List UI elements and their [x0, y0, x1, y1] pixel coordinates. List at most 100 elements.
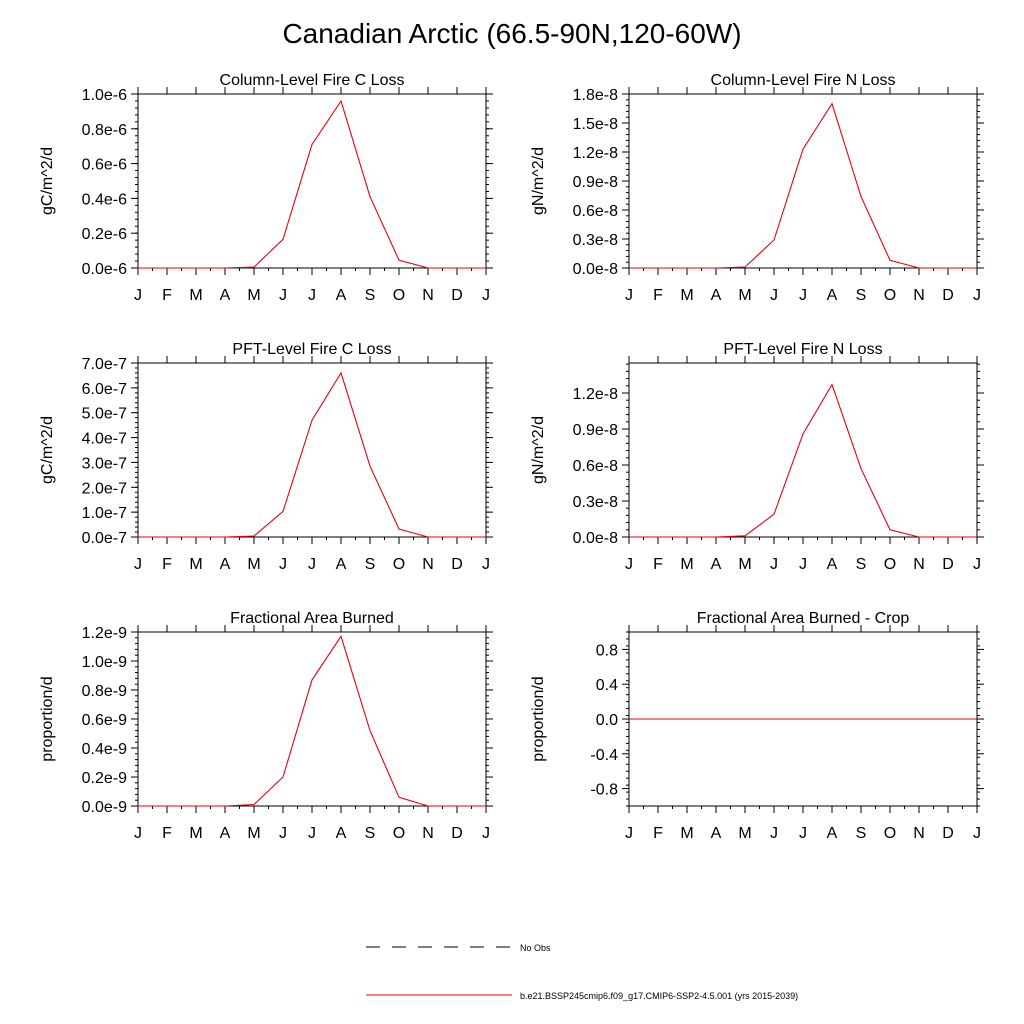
plot-frame [628, 362, 978, 538]
x-tick-label: D [451, 556, 463, 573]
x-tick-label: J [482, 287, 490, 304]
x-tick-label: F [162, 287, 172, 304]
y-tick-label: 0.0e-8 [573, 261, 618, 278]
y-axis-label: proportion/d [530, 676, 547, 761]
x-tick-label: F [162, 556, 172, 573]
x-tick-label: A [336, 825, 347, 842]
x-tick-label: A [711, 825, 722, 842]
y-tick-label: 1.8e-8 [573, 87, 618, 104]
y-axis-label: gN/m^2/d [530, 147, 547, 215]
plot-frame [137, 362, 487, 538]
x-tick-label: S [856, 556, 867, 573]
chart-title: PFT-Level Fire C Loss [232, 341, 391, 358]
plot-frame [628, 93, 978, 269]
series-line [138, 635, 486, 807]
y-tick-label: 0.4e-6 [82, 191, 127, 208]
y-tick-label: -0.8 [590, 782, 618, 799]
y-tick-label: -0.4 [590, 747, 618, 764]
x-tick-label: D [451, 287, 463, 304]
y-tick-label: 2.0e-7 [82, 480, 127, 497]
y-tick-label: 1.2e-8 [573, 145, 618, 162]
y-tick-label: 0.2e-9 [82, 770, 127, 787]
x-tick-label: J [799, 825, 807, 842]
x-tick-label: N [913, 825, 925, 842]
x-tick-label: M [247, 287, 260, 304]
x-tick-label: J [973, 825, 981, 842]
y-axis-label: gN/m^2/d [530, 416, 547, 484]
y-tick-label: 0.6e-8 [573, 203, 618, 220]
y-tick-label: 0.3e-8 [573, 494, 618, 511]
x-tick-label: M [189, 287, 202, 304]
x-tick-label: N [422, 287, 434, 304]
x-tick-label: A [827, 287, 838, 304]
x-tick-label: A [711, 556, 722, 573]
x-tick-label: F [162, 825, 172, 842]
x-tick-label: F [653, 287, 663, 304]
legend-model-label: b.e21.BSSP245cmip6.f09_g17.CMIP6-SSP2-4.… [520, 991, 798, 1001]
x-tick-label: N [913, 287, 925, 304]
y-tick-label: 0.0 [596, 712, 618, 729]
x-tick-label: M [738, 556, 751, 573]
x-tick-label: A [827, 825, 838, 842]
x-tick-label: A [336, 287, 347, 304]
y-tick-label: 0.0e-8 [573, 530, 618, 547]
chart-title: Column-Level Fire N Loss [711, 72, 896, 89]
y-tick-label: 4.0e-7 [82, 431, 127, 448]
y-tick-label: 7.0e-7 [82, 356, 127, 373]
page-title: Canadian Arctic (66.5-90N,120-60W) [282, 18, 742, 49]
x-tick-label: O [393, 287, 405, 304]
legend-obs-label: No Obs [520, 943, 551, 953]
x-tick-label: J [134, 287, 142, 304]
plot-frame [137, 631, 487, 807]
plot-frame [137, 93, 487, 269]
y-tick-label: 0.0e-7 [82, 530, 127, 547]
x-tick-label: S [365, 287, 376, 304]
chart-title: Fractional Area Burned [230, 610, 394, 627]
x-tick-label: J [279, 287, 287, 304]
series-line [138, 99, 486, 269]
x-tick-label: J [973, 556, 981, 573]
y-tick-label: 1.5e-8 [573, 116, 618, 133]
y-tick-label: 0.8e-6 [82, 122, 127, 139]
x-tick-label: M [189, 825, 202, 842]
y-tick-label: 0.4 [596, 677, 618, 694]
x-tick-label: A [336, 556, 347, 573]
x-tick-label: M [680, 287, 693, 304]
x-tick-label: J [625, 556, 633, 573]
x-tick-label: A [711, 287, 722, 304]
x-tick-label: M [738, 825, 751, 842]
y-tick-label: 0.4e-9 [82, 741, 127, 758]
x-tick-label: O [393, 825, 405, 842]
x-tick-label: F [653, 825, 663, 842]
x-tick-label: S [365, 825, 376, 842]
y-axis-label: proportion/d [39, 676, 56, 761]
y-tick-label: 5.0e-7 [82, 406, 127, 423]
y-axis-label: gC/m^2/d [39, 416, 56, 484]
y-tick-label: 1.0e-6 [82, 87, 127, 104]
y-tick-label: 0.0e-9 [82, 799, 127, 816]
x-tick-label: M [189, 556, 202, 573]
x-tick-label: J [279, 825, 287, 842]
y-tick-label: 0.3e-8 [573, 232, 618, 249]
x-tick-label: J [308, 287, 316, 304]
y-tick-label: 1.2e-9 [82, 625, 127, 642]
y-tick-label: 0.6e-8 [573, 458, 618, 475]
chart-title: Column-Level Fire C Loss [220, 72, 405, 89]
x-tick-label: J [799, 287, 807, 304]
x-tick-label: D [942, 556, 954, 573]
y-tick-label: 6.0e-7 [82, 381, 127, 398]
x-tick-label: A [827, 556, 838, 573]
x-tick-label: J [134, 556, 142, 573]
x-tick-label: N [422, 825, 434, 842]
y-tick-label: 0.0e-6 [82, 261, 127, 278]
x-tick-label: A [220, 556, 231, 573]
chart-panel-6: Fractional Area Burned - Crop proportion/… [530, 610, 984, 842]
x-tick-label: M [247, 556, 260, 573]
x-tick-label: J [482, 556, 490, 573]
x-tick-label: O [884, 825, 896, 842]
y-tick-label: 0.8 [596, 642, 618, 659]
